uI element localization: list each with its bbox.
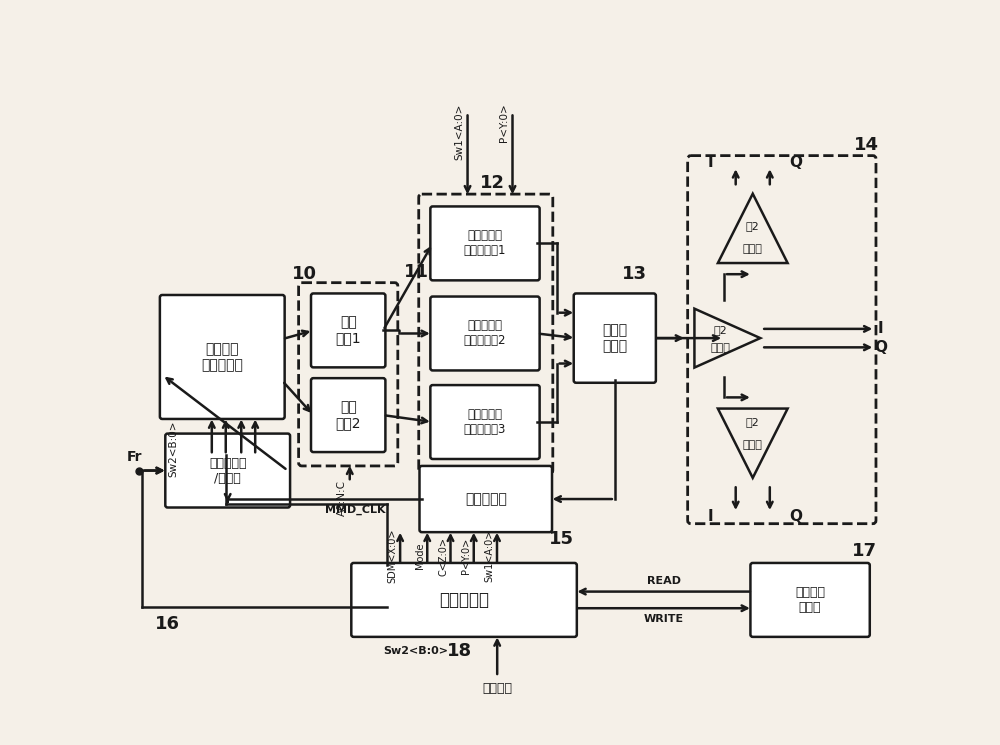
Text: 分频器: 分频器 <box>711 343 731 353</box>
Text: Sw2<B:0>: Sw2<B:0> <box>383 647 448 656</box>
Text: 非易失性
存储器: 非易失性 存储器 <box>795 586 825 614</box>
Text: 全差分正交
压控振荡器1: 全差分正交 压控振荡器1 <box>464 229 506 258</box>
Text: 三阶差分
环路滤波器: 三阶差分 环路滤波器 <box>201 342 243 372</box>
Text: 分频器: 分频器 <box>743 440 763 450</box>
Text: 多模分频器: 多模分频器 <box>465 492 507 506</box>
Text: P<Y:0>: P<Y:0> <box>461 538 471 574</box>
Text: I: I <box>707 155 713 170</box>
Text: 11: 11 <box>404 263 429 281</box>
Text: Sw1<A:0>: Sw1<A:0> <box>485 530 495 582</box>
FancyBboxPatch shape <box>165 434 290 507</box>
FancyBboxPatch shape <box>430 297 540 370</box>
Text: 全差割正交
压控振荡器3: 全差割正交 压控振荡器3 <box>464 408 506 436</box>
FancyBboxPatch shape <box>311 378 385 452</box>
Text: 预置
模块1: 预置 模块1 <box>335 315 361 346</box>
FancyBboxPatch shape <box>420 466 552 532</box>
Text: Sw2<B:0>: Sw2<B:0> <box>168 421 178 478</box>
Text: 10: 10 <box>292 265 317 283</box>
FancyBboxPatch shape <box>574 294 656 383</box>
Text: 除2: 除2 <box>746 221 760 231</box>
Text: 除2: 除2 <box>746 417 760 428</box>
Text: Q: Q <box>789 510 802 524</box>
Text: 12: 12 <box>480 174 505 192</box>
Text: 18: 18 <box>447 642 472 661</box>
FancyBboxPatch shape <box>750 563 870 637</box>
Text: 数字输入: 数字输入 <box>482 682 512 695</box>
Text: C<Z:0>: C<Z:0> <box>438 536 448 576</box>
Text: Mode: Mode <box>415 543 425 569</box>
Text: Q: Q <box>789 155 802 170</box>
Text: 16: 16 <box>155 615 180 633</box>
Text: Fr: Fr <box>127 450 142 463</box>
FancyBboxPatch shape <box>311 294 385 367</box>
Text: I: I <box>707 510 713 524</box>
FancyBboxPatch shape <box>351 563 577 637</box>
Text: P<Y:0>: P<Y:0> <box>499 104 509 142</box>
FancyBboxPatch shape <box>160 295 285 419</box>
Text: I: I <box>878 321 883 337</box>
Text: READ: READ <box>647 576 681 586</box>
Text: SDM<X:0>: SDM<X:0> <box>388 529 398 583</box>
Text: 开关型
缓冲器: 开关型 缓冲器 <box>602 323 627 353</box>
Text: A0:N:C: A0:N:C <box>337 480 347 516</box>
Text: 预置
模块2: 预置 模块2 <box>335 400 361 430</box>
Text: 14: 14 <box>854 136 879 153</box>
Text: 17: 17 <box>852 542 877 560</box>
Text: 数字处理器: 数字处理器 <box>439 591 489 609</box>
Text: 分频器: 分频器 <box>743 244 763 254</box>
Text: WRITE: WRITE <box>644 614 684 624</box>
Text: 除2: 除2 <box>714 326 728 335</box>
Text: 全差分正交
压控振荡器2: 全差分正交 压控振荡器2 <box>464 320 506 347</box>
Text: Sw1<A:0>: Sw1<A:0> <box>454 104 464 159</box>
Text: Q: Q <box>874 340 887 355</box>
Text: 鉴频鉴相器
/电荷泵: 鉴频鉴相器 /电荷泵 <box>209 457 246 484</box>
FancyBboxPatch shape <box>430 385 540 459</box>
Text: 15: 15 <box>549 530 574 548</box>
Text: 13: 13 <box>622 265 647 283</box>
FancyBboxPatch shape <box>430 206 540 280</box>
Text: MMD_CLK: MMD_CLK <box>325 504 385 515</box>
